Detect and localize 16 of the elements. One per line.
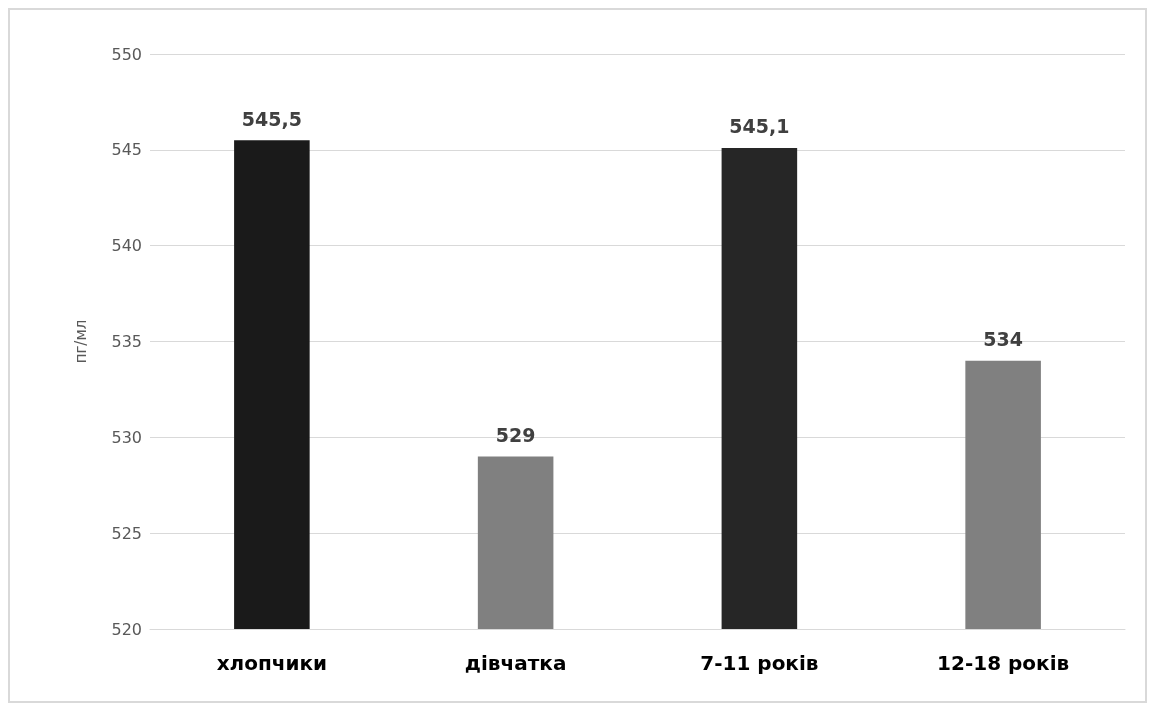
y-tick-label: 520 bbox=[111, 619, 142, 639]
data-label: 534 bbox=[983, 328, 1023, 351]
x-tick-label: 7-11 років bbox=[700, 651, 819, 675]
y-tick-label: 525 bbox=[111, 523, 142, 543]
data-label: 545,1 bbox=[729, 115, 790, 138]
y-tick-label: 550 bbox=[111, 44, 142, 64]
x-tick-label: хлопчики bbox=[216, 651, 328, 675]
y-axis-title: пг/мл bbox=[71, 319, 90, 364]
data-label: 529 bbox=[495, 424, 536, 446]
data-label: 545,5 bbox=[241, 107, 302, 130]
x-tick-label: дівчатка bbox=[464, 651, 567, 675]
y-tick-label: 545 bbox=[111, 140, 142, 160]
y-tick-label: 535 bbox=[111, 332, 142, 351]
y-tick-label: 530 bbox=[111, 427, 142, 447]
x-tick-label: 12-18 років bbox=[937, 651, 1070, 675]
y-tick-label: 540 bbox=[111, 236, 142, 256]
